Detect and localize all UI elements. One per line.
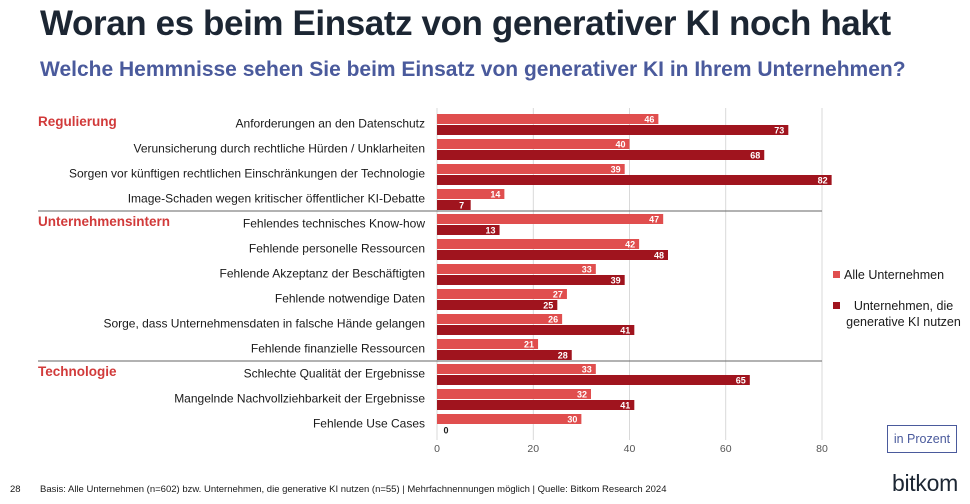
value-label-genai: 39: [611, 276, 621, 286]
value-label-all: 39: [611, 165, 621, 175]
bar-genai: [437, 350, 572, 360]
bar-all: [437, 339, 539, 349]
bitkom-logo: bitkom: [892, 470, 958, 496]
legend-swatch-all: [833, 271, 840, 278]
value-label-genai: 82: [818, 176, 828, 186]
bar-genai: [437, 175, 832, 185]
category-label: Fehlende finanzielle Ressourcen: [251, 342, 425, 356]
bar-genai: [437, 375, 750, 385]
chart-title: Woran es beim Einsatz von generativer KI…: [40, 4, 891, 43]
bar-all: [437, 239, 640, 249]
value-label-all: 33: [582, 365, 592, 375]
bar-genai: [437, 300, 558, 310]
bar-genai: [437, 150, 765, 160]
bar-all: [437, 164, 625, 174]
x-tick-label: 20: [527, 443, 539, 455]
value-label-all: 46: [644, 115, 654, 125]
value-label-all: 27: [553, 290, 563, 300]
category-label: Image-Schaden wegen kritischer öffentlic…: [128, 192, 426, 206]
bar-genai: [437, 225, 500, 235]
bar-genai: [437, 200, 471, 210]
bar-genai: [437, 250, 668, 260]
category-label: Fehlende personelle Ressourcen: [249, 242, 425, 256]
group-label: Unternehmensintern: [38, 214, 170, 229]
x-tick-label: 60: [720, 443, 732, 455]
x-tick-label: 0: [434, 443, 440, 455]
value-label-genai: 68: [750, 151, 760, 161]
bar-genai: [437, 400, 635, 410]
value-label-genai: 41: [620, 401, 630, 411]
bar-genai: [437, 125, 789, 135]
category-label: Verunsicherung durch rechtliche Hürden /…: [134, 142, 426, 156]
value-label-genai: 25: [543, 301, 553, 311]
value-label-all: 30: [567, 415, 577, 425]
category-label: Fehlende Use Cases: [313, 417, 425, 431]
value-label-genai: 73: [774, 126, 784, 136]
category-label: Sorge, dass Unternehmensdaten in falsche…: [103, 317, 425, 331]
value-label-genai: 41: [620, 326, 630, 336]
category-label: Fehlendes technisches Know-how: [243, 217, 425, 231]
value-label-all: 40: [615, 140, 625, 150]
value-label-genai: 48: [654, 251, 664, 261]
value-label-all: 42: [625, 240, 635, 250]
category-label: Fehlende notwendige Daten: [275, 292, 425, 306]
legend-swatch-genai: [833, 302, 840, 309]
bar-all: [437, 264, 596, 274]
legend-label-genai: Unternehmen, die generative KI nutzen: [846, 299, 961, 329]
unit-note: in Prozent: [887, 425, 957, 453]
legend-item-genai: Unternehmen, die generative KI nutzen: [833, 298, 963, 330]
legend-label-all: Alle Unternehmen: [844, 268, 945, 282]
bar-genai: [437, 275, 625, 285]
bar-genai: [437, 325, 635, 335]
value-label-all: 21: [524, 340, 534, 350]
category-label: Mangelnde Nachvollziehbarkeit der Ergebn…: [174, 392, 425, 406]
value-label-genai: 13: [486, 226, 496, 236]
chart-subtitle: Welche Hemmnisse sehen Sie beim Einsatz …: [40, 58, 906, 81]
category-label: Fehlende Akzeptanz der Beschäftigten: [220, 267, 425, 281]
value-label-genai: 0: [443, 426, 448, 436]
bar-all: [437, 389, 591, 399]
bar-all: [437, 289, 567, 299]
x-tick-label: 80: [816, 443, 828, 455]
group-label: Regulierung: [38, 114, 117, 129]
value-label-all: 47: [649, 215, 659, 225]
bar-all: [437, 214, 664, 224]
legend-item-all: Alle Unternehmen: [833, 267, 944, 283]
bar-all: [437, 414, 582, 424]
page-number: 28: [10, 484, 21, 495]
value-label-all: 32: [577, 390, 587, 400]
group-label: Technologie: [38, 364, 117, 379]
bar-all: [437, 314, 563, 324]
value-label-all: 26: [548, 315, 558, 325]
bar-all: [437, 114, 659, 124]
category-label: Sorgen vor künftigen rechtlichen Einschr…: [69, 167, 425, 181]
value-label-all: 14: [490, 190, 500, 200]
bar-all: [437, 139, 630, 149]
value-label-genai: 65: [736, 376, 746, 386]
value-label-genai: 7: [459, 201, 464, 211]
value-label-all: 33: [582, 265, 592, 275]
bar-all: [437, 364, 596, 374]
source-note: Basis: Alle Unternehmen (n=602) bzw. Unt…: [40, 484, 667, 495]
x-tick-label: 40: [624, 443, 636, 455]
value-label-genai: 28: [558, 351, 568, 361]
category-label: Schlechte Qualität der Ergebnisse: [244, 367, 426, 381]
category-label: Anforderungen an den Datenschutz: [236, 117, 425, 131]
bar-all: [437, 189, 505, 199]
